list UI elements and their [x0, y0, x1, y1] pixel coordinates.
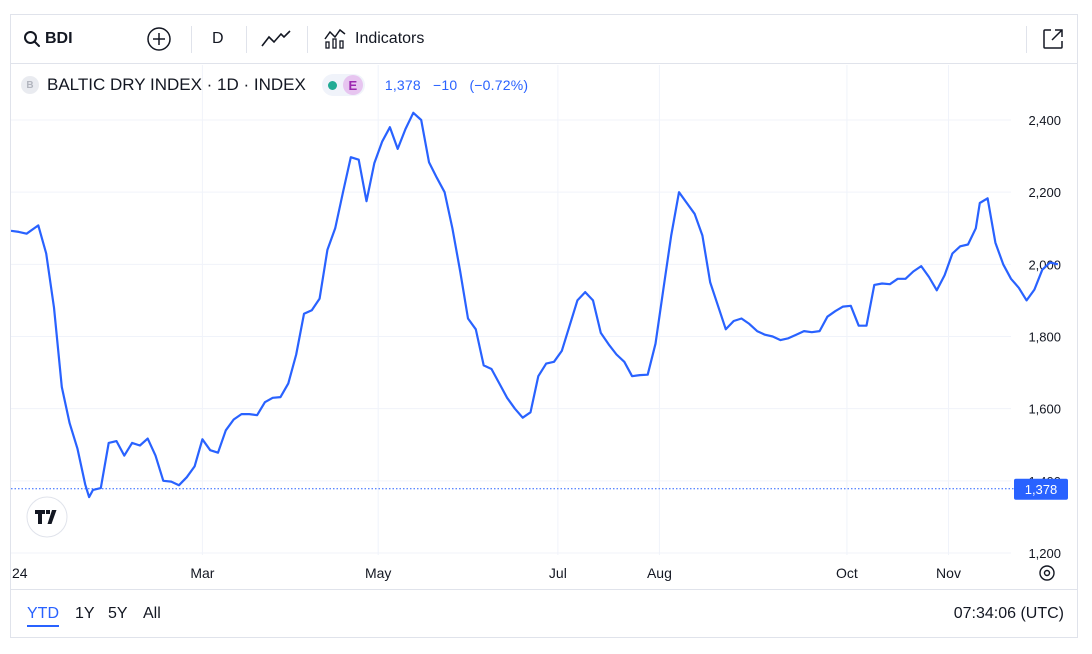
- y-tick-label: 1,800: [1028, 330, 1061, 345]
- y-tick-label: 2,200: [1028, 185, 1061, 200]
- x-tick-label: Oct: [836, 565, 858, 581]
- interval-button[interactable]: D: [212, 15, 224, 63]
- series-line-0[interactable]: [11, 111, 1059, 499]
- y-tick-label: 1,200: [1028, 546, 1061, 561]
- chart-widget: BDI D Indicators: [10, 14, 1078, 638]
- x-tick-label: Aug: [647, 565, 672, 581]
- price-tag-box: [1014, 478, 1068, 500]
- exchange-badge: E: [342, 75, 363, 95]
- x-tick-label: Jul: [549, 565, 567, 581]
- y-tick-label: 1,600: [1028, 402, 1061, 417]
- search-icon: [23, 30, 41, 48]
- tradingview-logo[interactable]: [26, 496, 68, 538]
- series-layer: [11, 111, 1062, 499]
- chart-style-icon: [261, 28, 291, 50]
- symbol-logo: B: [21, 76, 39, 94]
- symbol-label: BDI: [45, 30, 73, 47]
- chart-style-button[interactable]: [261, 15, 291, 63]
- quote-values: 1,378 −10 (−0.72%): [385, 77, 536, 93]
- market-status-dot: [327, 80, 337, 90]
- market-status-pill[interactable]: E: [321, 74, 365, 96]
- open-external-icon: [1041, 27, 1065, 51]
- price-tag-label: 1,378: [1025, 482, 1058, 497]
- range-bar: YTD 1Y 5Y All 07:34:06 (UTC): [11, 589, 1077, 637]
- toolbar-divider: [246, 26, 247, 53]
- toolbar-divider: [307, 26, 308, 53]
- compare-symbol-button[interactable]: [146, 15, 172, 63]
- price-tag-layer: 1,378: [1014, 478, 1068, 500]
- toolbar: BDI D Indicators: [11, 15, 1077, 64]
- range-button-all[interactable]: All: [143, 604, 161, 622]
- interval-label: D: [212, 30, 224, 47]
- toolbar-divider: [1026, 26, 1027, 53]
- add-symbol-icon: [146, 26, 172, 52]
- x-tick-label: 24: [12, 565, 28, 581]
- series-title[interactable]: BALTIC DRY INDEX · 1D · INDEX: [47, 75, 306, 94]
- price-change: −10: [432, 77, 458, 93]
- x-tick-label: May: [365, 565, 391, 581]
- open-in-new-window-button[interactable]: [1041, 15, 1065, 63]
- clock[interactable]: 07:34:06 (UTC): [953, 604, 1064, 622]
- symbol-search-button[interactable]: BDI: [23, 15, 73, 63]
- series-legend: B BALTIC DRY INDEX · 1D · INDEX E 1,378 …: [21, 73, 536, 97]
- indicators-icon: [323, 28, 347, 50]
- x-tick-label: Nov: [936, 565, 961, 581]
- range-button-5y[interactable]: 5Y: [108, 604, 128, 622]
- y-tick-label: 2,000: [1028, 257, 1061, 272]
- last-price: 1,378: [384, 77, 421, 93]
- range-button-ytd[interactable]: YTD: [27, 590, 59, 637]
- range-button-1y[interactable]: 1Y: [75, 604, 95, 622]
- indicators-label: Indicators: [355, 30, 425, 47]
- grid-lines: [11, 65, 1011, 555]
- y-tick-label: 2,400: [1028, 113, 1061, 128]
- price-change-percent: (−0.72%): [469, 77, 529, 93]
- axis-settings-icon[interactable]: [1039, 565, 1055, 581]
- indicators-button[interactable]: Indicators: [323, 15, 424, 63]
- x-axis-labels: 24 Mar May Jul Aug Oct Nov: [12, 565, 961, 581]
- toolbar-divider: [191, 26, 192, 53]
- x-tick-label: Mar: [190, 565, 214, 581]
